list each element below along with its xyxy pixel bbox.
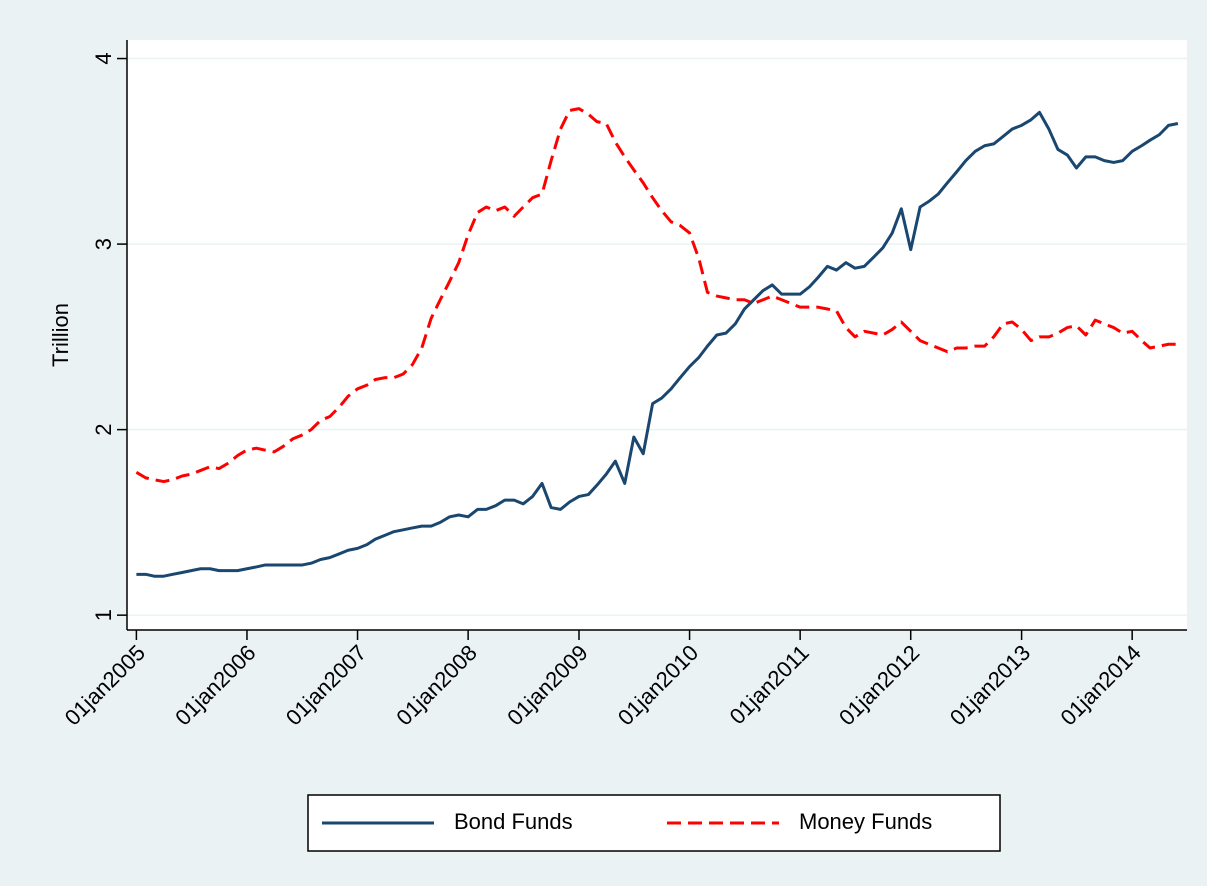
y-axis-label: Trillion [48, 303, 73, 367]
y-tick-label: 4 [91, 52, 116, 64]
plot-area [127, 40, 1187, 630]
series-line [136, 110, 1179, 578]
series-line [135, 107, 1178, 484]
y-tick-label: 1 [91, 609, 116, 621]
legend-label: Bond Funds [454, 809, 573, 834]
y-tick-label: 3 [91, 238, 116, 250]
legend-label: Money Funds [799, 809, 932, 834]
y-tick-label: 2 [91, 423, 116, 435]
